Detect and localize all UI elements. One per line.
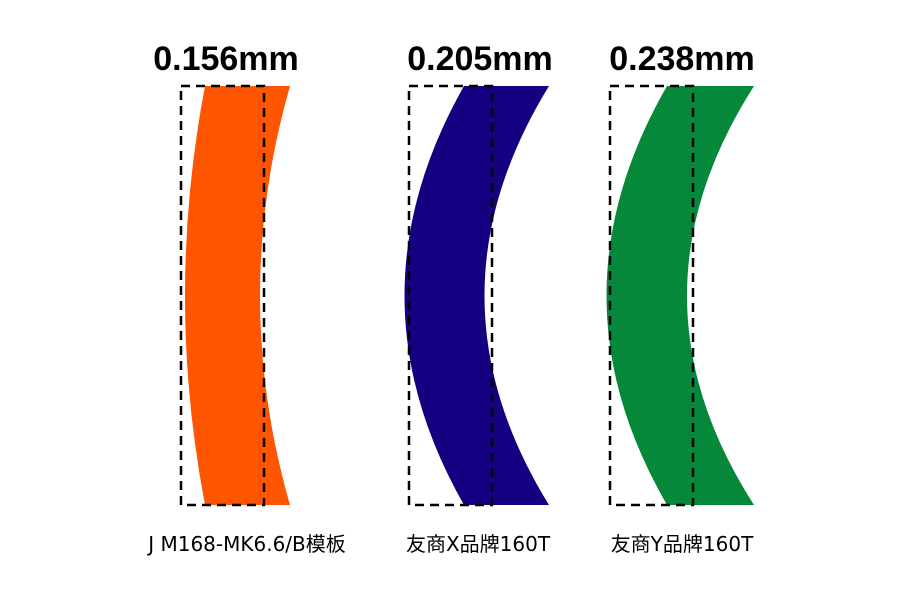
specimen-3-profile: [606, 86, 754, 505]
specimen-1-profile: [185, 86, 290, 505]
specimen-3-measurement: 0.238mm: [609, 40, 755, 78]
specimen-2: 0.205mm 友商X品牌160T: [404, 40, 553, 556]
specimen-2-measurement: 0.205mm: [407, 40, 553, 78]
specimen-3: 0.238mm 友商Y品牌160T: [606, 40, 755, 556]
specimen-1-reference-frame: [179, 84, 266, 507]
specimen-1: 0.156mm J M168-MK6.6/B模板: [146, 40, 346, 556]
specimen-3-reference-frame: [608, 84, 695, 507]
specimen-3-caption: 友商Y品牌160T: [611, 532, 754, 556]
specimen-1-caption: J M168-MK6.6/B模板: [146, 532, 346, 556]
specimen-2-profile: [404, 86, 549, 505]
specimen-2-reference-frame: [407, 84, 494, 507]
specimen-2-caption: 友商X品牌160T: [406, 532, 551, 556]
specimen-1-measurement: 0.156mm: [153, 40, 299, 78]
